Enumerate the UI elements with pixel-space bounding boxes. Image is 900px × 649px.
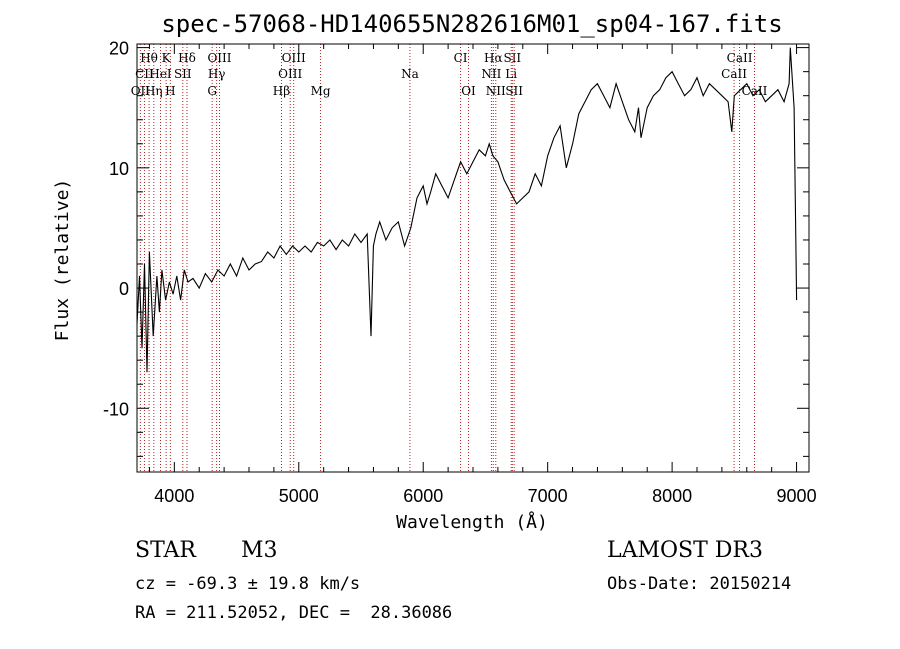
y-axis-label: Flux (relative) [52, 179, 73, 342]
line-marker-label: NII [486, 84, 506, 98]
y-tick-label: 20 [109, 39, 129, 59]
line-marker-label: K [162, 51, 172, 65]
line-marker-label: Hη [145, 84, 163, 98]
line-marker-label: CaII [742, 84, 768, 98]
line-marker-label: G [207, 84, 217, 98]
y-tick-label: -10 [103, 399, 129, 419]
line-marker-label: Hδ [178, 51, 196, 65]
line-marker-label: CI [454, 51, 468, 65]
x-tick-label: 9000 [777, 486, 817, 506]
spectrum-line [136, 47, 798, 373]
x-tick-label: 5000 [279, 486, 319, 506]
chart-title: spec-57068-HD140655N282616M01_sp04-167.f… [161, 10, 782, 38]
redshift-velocity: cz = -69.3 ± 19.8 km/s [135, 574, 361, 594]
line-marker-label: HeI [149, 67, 172, 81]
x-tick-label: 6000 [403, 486, 443, 506]
line-marker-label: CaII [727, 51, 753, 65]
line-marker-label: NII [481, 67, 501, 81]
line-marker-label: SII [505, 84, 523, 98]
line-marker-label: OIII [207, 51, 231, 65]
line-marker-label: OI [461, 84, 476, 98]
line-marker-label: OII [131, 84, 151, 98]
y-tick-label: 10 [109, 159, 129, 179]
line-marker-label: Hθ [140, 51, 158, 65]
y-tick-label: 0 [119, 279, 129, 299]
line-marker-label: Na [401, 67, 419, 81]
line-marker-label: Hα [484, 51, 503, 65]
object-subclass: M3 [241, 538, 278, 563]
line-marker-label: H [165, 84, 175, 98]
plot-frame [136, 43, 810, 473]
line-marker-label: OIII [278, 67, 302, 81]
line-marker-label: Hβ [273, 84, 290, 98]
plot-area [136, 47, 798, 373]
x-axis-label: Wavelength (Å) [396, 511, 548, 533]
line-marker-label: CaII [721, 67, 747, 81]
observation-date: Obs-Date: 20150214 [607, 574, 792, 594]
line-marker-label: OIII [282, 51, 306, 65]
line-marker-label: Mg [311, 84, 331, 98]
coordinates: RA = 211.52052, DEC = 28.36086 [135, 603, 453, 623]
x-tick-label: 4000 [154, 486, 194, 506]
line-marker-label: Li [505, 67, 517, 81]
survey-name: LAMOST DR3 [607, 538, 763, 563]
x-axis: 4000 5000 6000 7000 8000 9000 [148, 44, 817, 506]
line-marker-label: SII [174, 67, 192, 81]
line-marker-label: SII [503, 51, 521, 65]
object-type: STAR [135, 538, 196, 563]
x-tick-label: 7000 [528, 486, 568, 506]
line-marker-label: Hγ [208, 67, 226, 81]
y-axis: -10 0 10 20 [103, 39, 809, 457]
x-tick-label: 8000 [652, 486, 692, 506]
